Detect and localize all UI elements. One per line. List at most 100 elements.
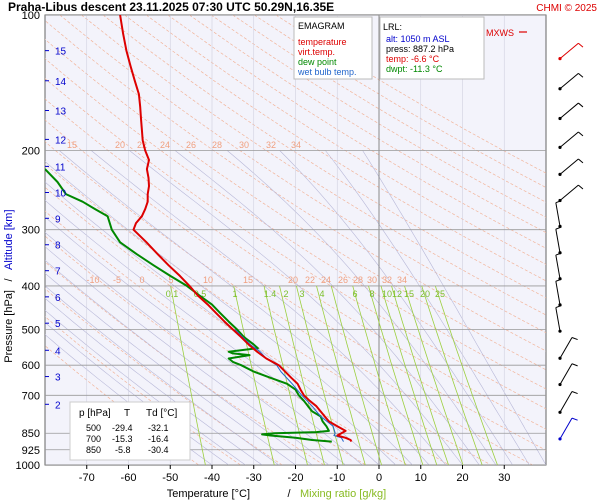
p-tick-label: 100 [22, 10, 40, 22]
x-tick-label: -20 [288, 472, 304, 484]
km-tick-label: 15 [55, 47, 67, 58]
km-tick-label: 5 [55, 319, 61, 330]
moist-adiabat-line [45, 297, 263, 465]
x-tick-label: -40 [204, 472, 220, 484]
theta-label: 26 [338, 275, 348, 285]
lrl-press: press: 887.2 hPa [386, 44, 454, 54]
theta-label: 32 [382, 275, 392, 285]
mixing-ratio-line [330, 285, 382, 465]
km-tick-label: 6 [55, 293, 61, 304]
table-cell: -16.4 [148, 434, 169, 444]
theta-label: 24 [321, 275, 331, 285]
table-cell: -30.4 [148, 445, 169, 455]
dry-adiabat-line [45, 58, 546, 390]
p-tick-label: 925 [22, 445, 40, 457]
theta-label: 22 [137, 140, 147, 150]
theta-label: 28 [212, 140, 222, 150]
km-tick-label: 4 [55, 346, 61, 357]
table-cell: -29.4 [112, 423, 133, 433]
legend-virt-temp: virt.temp. [298, 47, 335, 57]
km-tick-label: 12 [55, 135, 67, 146]
lrl-box: LRL: alt: 1050 m ASL press: 887.2 hPa te… [379, 16, 485, 80]
p-tick-label: 700 [22, 390, 40, 402]
y-axis-label-secondary: Altitude [km] [3, 209, 15, 270]
moist-adiabat-line [45, 199, 380, 465]
wind-barb-icon [558, 337, 578, 360]
table-cell: -5.8 [115, 445, 131, 455]
dry-adiabat-line [145, 15, 546, 265]
mixing-ratio-line [434, 285, 498, 465]
p-tick-label: 1000 [16, 460, 40, 472]
wind-barb-icon [558, 72, 584, 91]
x-tick-label: 20 [456, 472, 468, 484]
series-dew-point-line [45, 168, 332, 443]
x-tick-label: 10 [415, 472, 427, 484]
moist-adiabat-line [45, 272, 296, 465]
wind-barb-icon [558, 42, 584, 61]
km-tick-label: 2 [55, 400, 61, 411]
theta-label: 20 [115, 140, 125, 150]
theta-label: -5 [113, 275, 121, 285]
mixing-ratio-line [404, 285, 464, 465]
mixing-ratio-line [170, 285, 206, 465]
mixing-ratio-line [316, 285, 366, 465]
mixing-ratio-line [368, 285, 424, 465]
table-cell: -15.3 [112, 434, 133, 444]
mixing-ratio-line [380, 285, 438, 465]
mixing-ratio-label: 6 [352, 289, 357, 299]
x-tick-label: -60 [121, 472, 137, 484]
theta-label: 30 [239, 140, 249, 150]
moist-adiabat-line [45, 259, 313, 465]
mixing-ratio-line [263, 285, 308, 465]
summary-table: p [hPa] T Td [°C] 500 -29.4 -32.1 700 -1… [69, 401, 191, 461]
x-tick-label: -10 [329, 472, 345, 484]
mixing-ratio-label: 10 [382, 289, 392, 299]
table-header-p: p [hPa] [79, 408, 111, 419]
mixing-ratio-label: 0.5 [194, 289, 207, 299]
theta-label: 10 [203, 275, 213, 285]
wind-barb-icon [555, 226, 562, 255]
wind-barb-icon [558, 131, 584, 150]
wind-barb-icon [555, 200, 562, 228]
x-tick-label: 0 [376, 472, 382, 484]
table-header-td: Td [°C] [146, 408, 177, 419]
legend-dew-point: dew point [298, 57, 337, 67]
wind-barb-icon [555, 305, 562, 333]
moist-adiabat-line [45, 216, 363, 465]
wind-barb-icon [558, 363, 578, 387]
p-tick-label: 500 [22, 325, 40, 337]
mixing-ratio-label: 20 [420, 289, 430, 299]
chart-title: Praha-Libus descent 23.11.2025 07:30 UTC… [8, 0, 334, 14]
lrl-temp: temp: -6.6 °C [386, 54, 440, 64]
mixing-ratio-label: 25 [435, 289, 445, 299]
copyright: CHMI © 2025 [536, 3, 597, 14]
x-tick-label: -30 [246, 472, 262, 484]
dry-adiabat-line [189, 15, 546, 233]
x-tick-label: -50 [162, 472, 178, 484]
mixing-ratio-line [233, 285, 275, 465]
theta-label: -10 [86, 275, 99, 285]
km-tick-label: 10 [55, 189, 67, 200]
p-tick-label: 850 [22, 428, 40, 440]
theta-label: 20 [288, 275, 298, 285]
theta-label: 15 [67, 140, 77, 150]
theta-label: 5 [168, 275, 173, 285]
km-tick-label: 11 [55, 162, 66, 173]
moist-adiabat-line [45, 309, 246, 465]
mixing-ratio-label: 3 [299, 289, 304, 299]
table-cell: 500 [86, 423, 101, 433]
mixing-ratio-line [421, 285, 483, 465]
table-cell: 850 [86, 445, 101, 455]
dry-adiabat-line [45, 261, 325, 465]
wind-label: MXWS [486, 28, 514, 38]
dry-adiabat-line [124, 15, 546, 282]
theta-label: 32 [266, 140, 276, 150]
mixing-ratio-label: 0.1 [166, 289, 179, 299]
theta-label: 34 [397, 275, 407, 285]
km-tick-label: 3 [55, 373, 61, 384]
legend-wet-bulb: wet bulb temp. [297, 67, 357, 77]
mixing-ratio-label: 15 [404, 289, 414, 299]
mixing-ratio-label: 1.4 [264, 289, 277, 299]
theta-label: 24 [160, 140, 170, 150]
p-tick-label: 400 [22, 281, 40, 293]
